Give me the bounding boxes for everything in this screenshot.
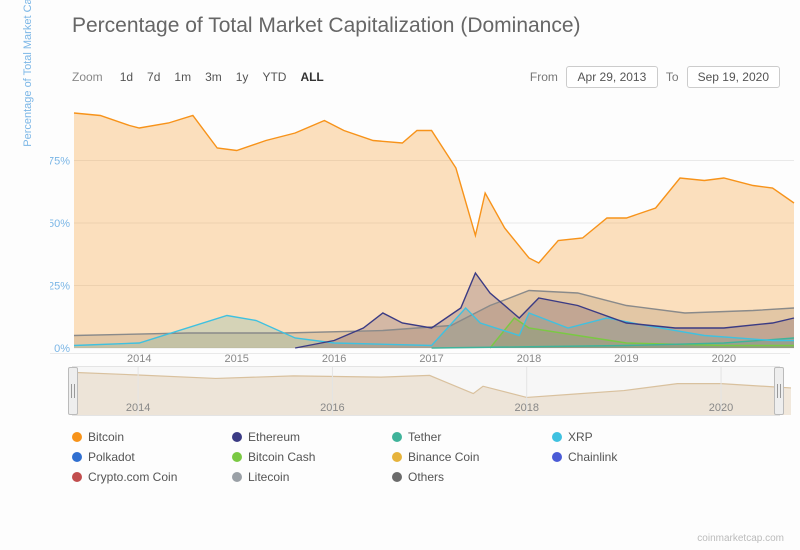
legend-item-polkadot[interactable]: Polkadot (72, 450, 202, 464)
legend-item-bitcoin-cash[interactable]: Bitcoin Cash (232, 450, 362, 464)
zoom-ytd-button[interactable]: YTD (255, 67, 293, 87)
svg-text:2017: 2017 (419, 353, 443, 365)
svg-text:2018: 2018 (517, 353, 541, 365)
legend-label: Polkadot (88, 450, 135, 464)
legend-item-tether[interactable]: Tether (392, 430, 522, 444)
legend-item-ethereum[interactable]: Ethereum (232, 430, 362, 444)
legend-label: Tether (408, 430, 441, 444)
zoom-1d-button[interactable]: 1d (113, 67, 140, 87)
to-label: To (666, 70, 679, 84)
legend: Bitcoin Ethereum Tether XRP Polkadot Bitcoin … (72, 430, 790, 484)
svg-text:2016: 2016 (320, 402, 344, 414)
main-chart[interactable]: Percentage of Total Market Cap 0%25%50%7… (50, 94, 790, 354)
zoom-all-button[interactable]: ALL (293, 67, 330, 87)
legend-label: Ethereum (248, 430, 300, 444)
swatch-icon (72, 452, 82, 462)
svg-text:2016: 2016 (322, 353, 346, 365)
svg-text:2014: 2014 (126, 402, 150, 414)
svg-text:2014: 2014 (127, 353, 151, 365)
svg-text:50%: 50% (50, 218, 70, 230)
navigator-handle-left[interactable] (68, 367, 78, 415)
swatch-icon (232, 472, 242, 482)
legend-item-binance-coin[interactable]: Binance Coin (392, 450, 522, 464)
legend-label: Chainlink (568, 450, 617, 464)
legend-label: Bitcoin Cash (248, 450, 315, 464)
svg-text:2015: 2015 (224, 353, 248, 365)
to-date-input[interactable]: Sep 19, 2020 (687, 66, 780, 88)
svg-text:2018: 2018 (514, 402, 538, 414)
zoom-7d-button[interactable]: 7d (140, 67, 167, 87)
swatch-icon (552, 432, 562, 442)
legend-label: Others (408, 470, 444, 484)
legend-label: Bitcoin (88, 430, 124, 444)
svg-text:25%: 25% (50, 281, 70, 293)
svg-text:2019: 2019 (614, 353, 638, 365)
legend-label: XRP (568, 430, 593, 444)
legend-item-xrp[interactable]: XRP (552, 430, 682, 444)
legend-item-others[interactable]: Others (392, 470, 522, 484)
legend-item-chainlink[interactable]: Chainlink (552, 450, 682, 464)
yaxis-title: Percentage of Total Market Cap (22, 0, 34, 146)
controls-bar: Zoom 1d7d1m3m1yYTDALL From Apr 29, 2013 … (10, 66, 790, 88)
navigator-svg: 2014 2016 2018 2020 (73, 367, 791, 415)
legend-item-litecoin[interactable]: Litecoin (232, 470, 362, 484)
swatch-icon (232, 452, 242, 462)
navigator[interactable]: 2014 2016 2018 2020 (72, 366, 780, 416)
svg-text:2020: 2020 (712, 353, 736, 365)
zoom-controls: Zoom 1d7d1m3m1yYTDALL (72, 67, 331, 87)
from-date-input[interactable]: Apr 29, 2013 (566, 66, 658, 88)
swatch-icon (392, 432, 402, 442)
swatch-icon (392, 452, 402, 462)
legend-label: Crypto.com Coin (88, 470, 177, 484)
navigator-handle-right[interactable] (774, 367, 784, 415)
swatch-icon (392, 472, 402, 482)
svg-text:0%: 0% (54, 343, 70, 355)
chart-title: Percentage of Total Market Capitalizatio… (10, 14, 790, 38)
zoom-1y-button[interactable]: 1y (229, 67, 256, 87)
chart-svg: 0% 25% 50% 75% 2014 2015 2016 2017 2018 2019 2020 (50, 94, 800, 366)
swatch-icon (72, 472, 82, 482)
zoom-1m-button[interactable]: 1m (167, 67, 198, 87)
swatch-icon (232, 432, 242, 442)
swatch-icon (72, 432, 82, 442)
svg-text:2020: 2020 (709, 402, 733, 414)
zoom-3m-button[interactable]: 3m (198, 67, 229, 87)
legend-label: Binance Coin (408, 450, 479, 464)
legend-item-bitcoin[interactable]: Bitcoin (72, 430, 202, 444)
svg-text:75%: 75% (50, 156, 70, 168)
zoom-label: Zoom (72, 70, 103, 84)
legend-item-crypto-com-coin[interactable]: Crypto.com Coin (72, 470, 202, 484)
swatch-icon (552, 452, 562, 462)
credit: coinmarketcap.com (697, 533, 784, 544)
date-range: From Apr 29, 2013 To Sep 19, 2020 (530, 66, 780, 88)
from-label: From (530, 70, 558, 84)
legend-label: Litecoin (248, 470, 289, 484)
